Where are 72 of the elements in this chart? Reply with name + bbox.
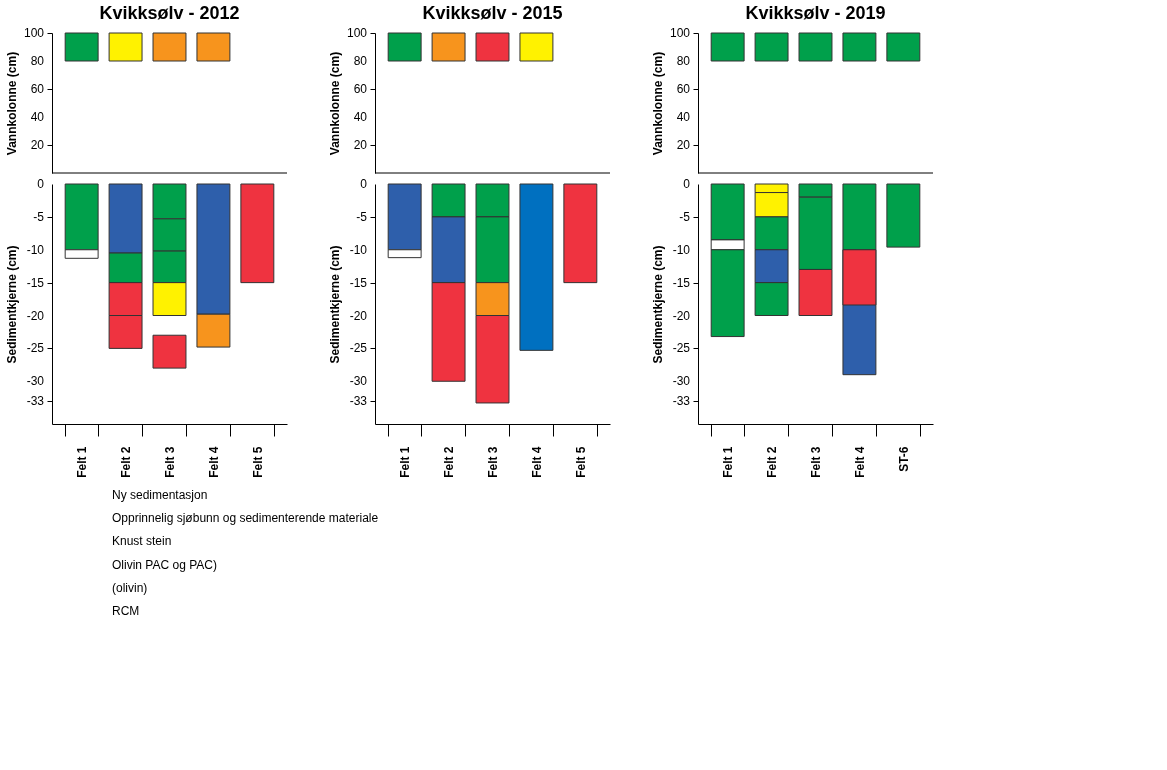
- chart-title: Kvikksølv - 2019: [745, 3, 886, 23]
- y-tick-label: 100: [23, 26, 45, 40]
- text: (olivin): [112, 581, 148, 595]
- y-tick-label: 60: [30, 82, 45, 96]
- x-tick-label: Felt 1: [398, 446, 413, 478]
- chart-title: Kvikksølv - 2015: [422, 3, 563, 23]
- y-tick-label: -5: [33, 209, 45, 224]
- y-axis-title: Sedimentkjerne (cm): [328, 245, 342, 364]
- text: RCM: [112, 604, 140, 619]
- text: Knust stein: [112, 534, 172, 549]
- y-tick-label: -20: [672, 308, 691, 323]
- x-tick-label: Felt 5: [573, 446, 588, 478]
- x-tick-label: Felt 3: [486, 446, 500, 478]
- y-axis-title: Vannkolonne (cm): [5, 51, 19, 156]
- y-tick-label: -25: [349, 341, 368, 356]
- y-tick-label: 100: [669, 26, 691, 40]
- y-tick-label: 40: [353, 110, 368, 124]
- y-tick-label: 60: [353, 82, 368, 96]
- y-tick-label: 20: [30, 138, 45, 152]
- y-tick-label: -15: [26, 275, 45, 290]
- y-tick-label: -5: [679, 209, 691, 224]
- bar: [519, 183, 554, 351]
- y-tick-label: -30: [26, 374, 45, 389]
- y-tick-label: 20: [353, 138, 368, 152]
- x-tick-label: Felt 5: [250, 446, 265, 478]
- y-tick-label: 40: [676, 110, 691, 124]
- x-tick-label: Felt 1: [75, 446, 90, 478]
- y-tick-label: 0: [37, 177, 45, 191]
- y-tick-label: 0: [360, 177, 368, 191]
- y-axis-title: Sedimentkjerne (cm): [5, 245, 19, 364]
- y-axis-title: Vannkolonne (cm): [651, 51, 665, 156]
- chart-title: Kvikksølv - 2012: [99, 3, 240, 23]
- y-tick-label: -25: [672, 341, 691, 356]
- y-tick-label: -33: [26, 393, 45, 408]
- y-tick-label: -33: [672, 393, 691, 408]
- y-tick-label: -10: [672, 242, 691, 257]
- text: Olivin PAC og PAC): [112, 557, 217, 572]
- y-tick-label: 80: [676, 54, 691, 68]
- x-tick-label: Felt 4: [852, 446, 867, 478]
- y-tick-label: -20: [26, 308, 45, 323]
- x-tick-label: Felt 3: [163, 446, 177, 478]
- y-tick-label: -30: [672, 374, 691, 389]
- x-tick-label: Felt 2: [442, 446, 457, 478]
- y-tick-label: -30: [349, 374, 368, 389]
- y-tick-label: -33: [349, 393, 368, 408]
- x-tick-label: ST-6: [896, 446, 911, 472]
- y-axis-title: Sedimentkjerne (cm): [651, 245, 665, 364]
- text: Ny sedimentasjon: [112, 487, 208, 502]
- y-tick-label: -5: [356, 209, 368, 224]
- y-tick-label: -10: [26, 242, 45, 257]
- text: Opprinnelig sjøbunn og sedimenterende materiale: [112, 511, 379, 525]
- y-tick-label: 100: [346, 26, 368, 40]
- y-tick-label: 80: [30, 54, 45, 68]
- y-tick-label: 40: [30, 110, 45, 124]
- y-tick-label: 20: [676, 138, 691, 152]
- x-tick-label: Felt 4: [529, 446, 544, 478]
- x-tick-label: Felt 4: [206, 446, 221, 478]
- y-tick-label: 60: [676, 82, 691, 96]
- bar: [152, 334, 187, 369]
- y-tick-label: -25: [26, 341, 45, 356]
- x-tick-label: Felt 1: [721, 446, 736, 478]
- y-tick-label: 0: [683, 177, 691, 191]
- y-tick-label: -15: [672, 275, 691, 290]
- bar: [886, 183, 921, 248]
- y-tick-label: -20: [349, 308, 368, 323]
- x-tick-label: Felt 2: [765, 446, 780, 478]
- y-tick-label: -10: [349, 242, 368, 257]
- y-axis-title: Vannkolonne (cm): [328, 51, 342, 156]
- x-tick-label: Felt 2: [119, 446, 134, 478]
- y-tick-label: -15: [349, 275, 368, 290]
- y-tick-label: 80: [353, 54, 368, 68]
- x-tick-label: Felt 3: [809, 446, 823, 478]
